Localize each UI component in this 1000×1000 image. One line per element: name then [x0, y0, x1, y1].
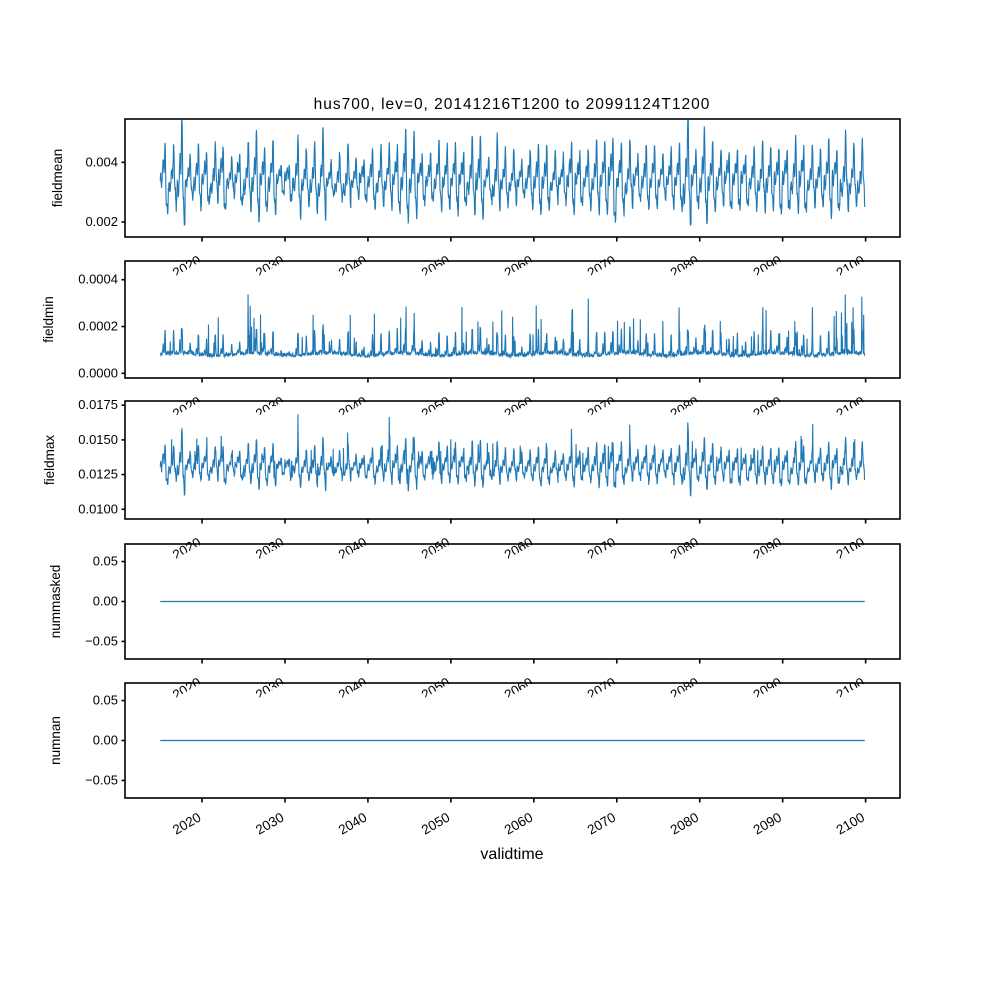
svg-text:0.0175: 0.0175 — [78, 397, 118, 412]
svg-text:0.004: 0.004 — [85, 154, 118, 169]
svg-text:numnan: numnan — [48, 716, 63, 765]
svg-text:0.00: 0.00 — [93, 594, 118, 609]
svg-text:0.00: 0.00 — [93, 733, 118, 748]
svg-text:nummasked: nummasked — [48, 565, 63, 639]
svg-text:fieldmax: fieldmax — [42, 435, 57, 486]
svg-text:fieldmin: fieldmin — [41, 296, 56, 343]
svg-text:0.05: 0.05 — [93, 693, 118, 708]
svg-text:0.0002: 0.0002 — [78, 319, 118, 334]
svg-text:0.05: 0.05 — [93, 554, 118, 569]
svg-text:fieldmean: fieldmean — [50, 149, 65, 208]
svg-text:−0.05: −0.05 — [85, 633, 118, 648]
svg-text:0.0000: 0.0000 — [78, 365, 118, 380]
svg-text:hus700, lev=0, 20141216T1200 t: hus700, lev=0, 20141216T1200 to 20991124… — [314, 96, 711, 113]
svg-text:0.0150: 0.0150 — [78, 432, 118, 447]
svg-text:0.0100: 0.0100 — [78, 501, 118, 516]
svg-text:0.0125: 0.0125 — [78, 467, 118, 482]
svg-text:validtime: validtime — [480, 846, 543, 863]
svg-text:0.002: 0.002 — [85, 214, 118, 229]
svg-text:−0.05: −0.05 — [85, 772, 118, 787]
svg-text:0.0004: 0.0004 — [78, 272, 118, 287]
